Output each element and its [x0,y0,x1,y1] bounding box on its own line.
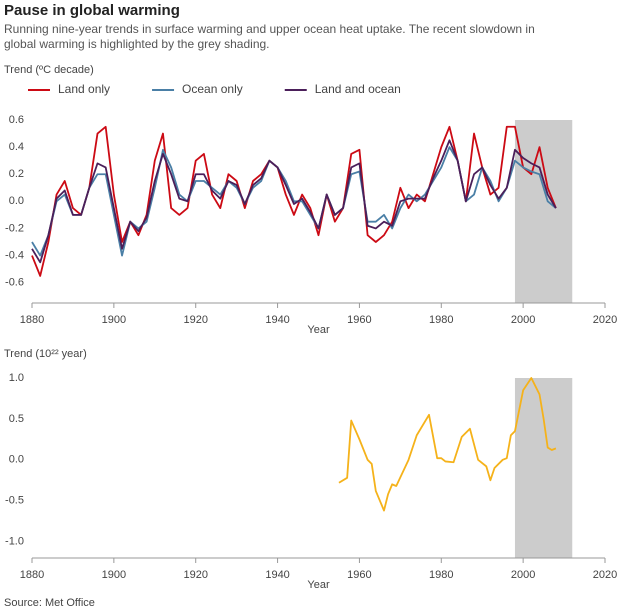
y-tick-label: 0.2 [9,168,24,180]
shading [514,120,573,303]
legend-label: Land and ocean [315,82,401,96]
y-tick-label: -0.2 [5,222,24,234]
x-tick-label: 2020 [593,314,617,326]
y-tick-label: 0.5 [9,413,24,425]
y-tick-label: 0.4 [9,141,24,153]
subtitle: Running nine-year trends in surface warm… [4,22,535,51]
title: Pause in global warming [4,2,180,19]
series-line [31,125,557,277]
y-tick-label: 1.0 [9,372,24,384]
y-tick-label: 0.6 [9,114,24,126]
y-axis-label: Trend (10²² year) [4,348,87,360]
legend-label: Ocean only [182,82,243,96]
x-tick-label: 1940 [265,314,289,326]
x-tick-label: 1980 [429,314,453,326]
legend-label: Land only [58,82,110,96]
series-line [338,377,557,512]
x-tick-label: 1880 [20,314,44,326]
x-axis-label: Year [307,579,330,591]
x-tick-label: 2020 [593,569,617,581]
shading [514,378,573,558]
source: Source: Met Office [4,597,95,609]
x-tick-label: 1880 [20,569,44,581]
y-tick-label: -0.6 [5,277,24,289]
x-tick-label: 2000 [511,314,535,326]
x-tick-label: 1960 [347,314,371,326]
y-tick-label: -0.4 [5,249,24,261]
x-tick-label: 1940 [265,569,289,581]
y-tick-label: 0.0 [9,454,24,466]
x-tick-label: 1900 [102,314,126,326]
y-tick-label: -0.5 [5,495,24,507]
x-tick-label: 1980 [429,569,453,581]
y-axis-label: Trend (ºC decade) [4,64,94,76]
x-tick-label: 1920 [183,314,207,326]
y-tick-label: -1.0 [5,536,24,548]
x-tick-label: 2000 [511,569,535,581]
x-tick-label: 1920 [183,569,207,581]
x-axis-label: Year [307,324,330,336]
y-tick-label: 0.0 [9,195,24,207]
x-tick-label: 1960 [347,569,371,581]
series-line [31,146,557,257]
series-line [31,139,557,264]
x-tick-label: 1900 [102,569,126,581]
